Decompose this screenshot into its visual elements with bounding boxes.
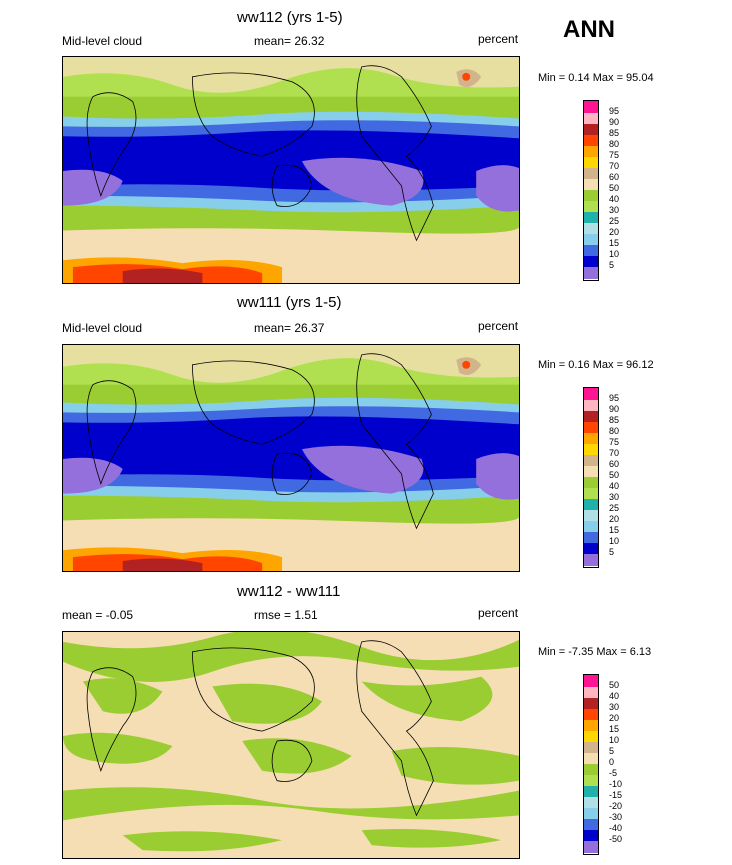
panel2-tick: 70 [609,448,620,458]
panel3-tick: -15 [609,790,623,800]
panel2-units-label: percent [478,319,519,333]
panel1-tick: 5 [609,260,615,270]
panel3-tick: -40 [609,823,623,833]
panel2-variable-label: Mid-level cloud [62,321,143,335]
panel3-rmse-label: rmse = 1.51 [254,608,318,622]
panel2-tick: 25 [609,503,620,513]
panel3-tick: 10 [609,735,620,745]
season-label: ANN [563,16,615,43]
panel1-units-label: percent [478,32,519,46]
panel3-tick: 5 [609,746,615,756]
panel3-tick: -30 [609,812,623,822]
panel1-tick: 25 [609,216,620,226]
panel3-map [62,631,520,859]
panel1-tick: 85 [609,128,620,138]
panel3-tick: 15 [609,724,620,734]
panel1-minmax: Min = 0.14 Max = 95.04 [538,72,654,84]
panel1-tick: 40 [609,194,620,204]
panel3-tick: 40 [609,691,620,701]
panel3-tick: -10 [609,779,623,789]
panel1-tick: 15 [609,238,620,248]
panel1-map-svg [63,57,519,283]
panel3-tick: 20 [609,713,620,723]
panel1-tick: 20 [609,227,620,237]
panel1-tick: 80 [609,139,620,149]
panel2-tick: 50 [609,470,620,480]
panel3-map-svg [63,632,519,858]
panel3-title: ww112 - ww111 [237,583,341,600]
panel1-tick: 90 [609,117,620,127]
panel2-tick: 95 [609,393,620,403]
panel3-tick: -5 [609,768,618,778]
panel3-tick: 30 [609,702,620,712]
panel2-colorbar [583,387,599,568]
panel2-map-svg [63,345,519,571]
panel3-minmax: Min = -7.35 Max = 6.13 [538,646,652,658]
panel2-tick: 75 [609,437,620,447]
panel2-mean-label: mean= 26.37 [254,321,325,335]
panel2-minmax: Min = 0.16 Max = 96.12 [538,359,654,371]
panel1-tick: 10 [609,249,620,259]
panel1-title: ww112 (yrs 1-5) [237,9,343,26]
panel1-tick: 70 [609,161,620,171]
panel2-tick: 10 [609,536,620,546]
panel2-tick: 20 [609,514,620,524]
panel2-tick: 15 [609,525,620,535]
panel2-map [62,344,520,572]
panel3-mean-label: mean = -0.05 [62,608,134,622]
panel3-colorbar [583,674,599,855]
panel1-mean-label: mean= 26.32 [254,34,325,48]
panel2-tick: 30 [609,492,620,502]
panel1-tick: 95 [609,106,620,116]
panel3-tick: 0 [609,757,615,767]
panel2-title: ww111 (yrs 1-5) [237,294,342,311]
panel2-tick: 85 [609,415,620,425]
panel3-tick: -20 [609,801,623,811]
panel2-tick: 5 [609,547,615,557]
panel3-tick: 50 [609,680,620,690]
panel2-tick: 80 [609,426,620,436]
panel3-units-label: percent [478,606,519,620]
panel2-tick: 40 [609,481,620,491]
panel1-map [62,56,520,284]
panel1-tick: 50 [609,183,620,193]
panel3-tick: -50 [609,834,623,844]
panel1-tick: 30 [609,205,620,215]
panel1-colorbar [583,100,599,281]
panel2-tick: 90 [609,404,620,414]
panel1-tick: 60 [609,172,620,182]
panel1-tick: 75 [609,150,620,160]
panel2-tick: 60 [609,459,620,469]
panel1-variable-label: Mid-level cloud [62,34,143,48]
